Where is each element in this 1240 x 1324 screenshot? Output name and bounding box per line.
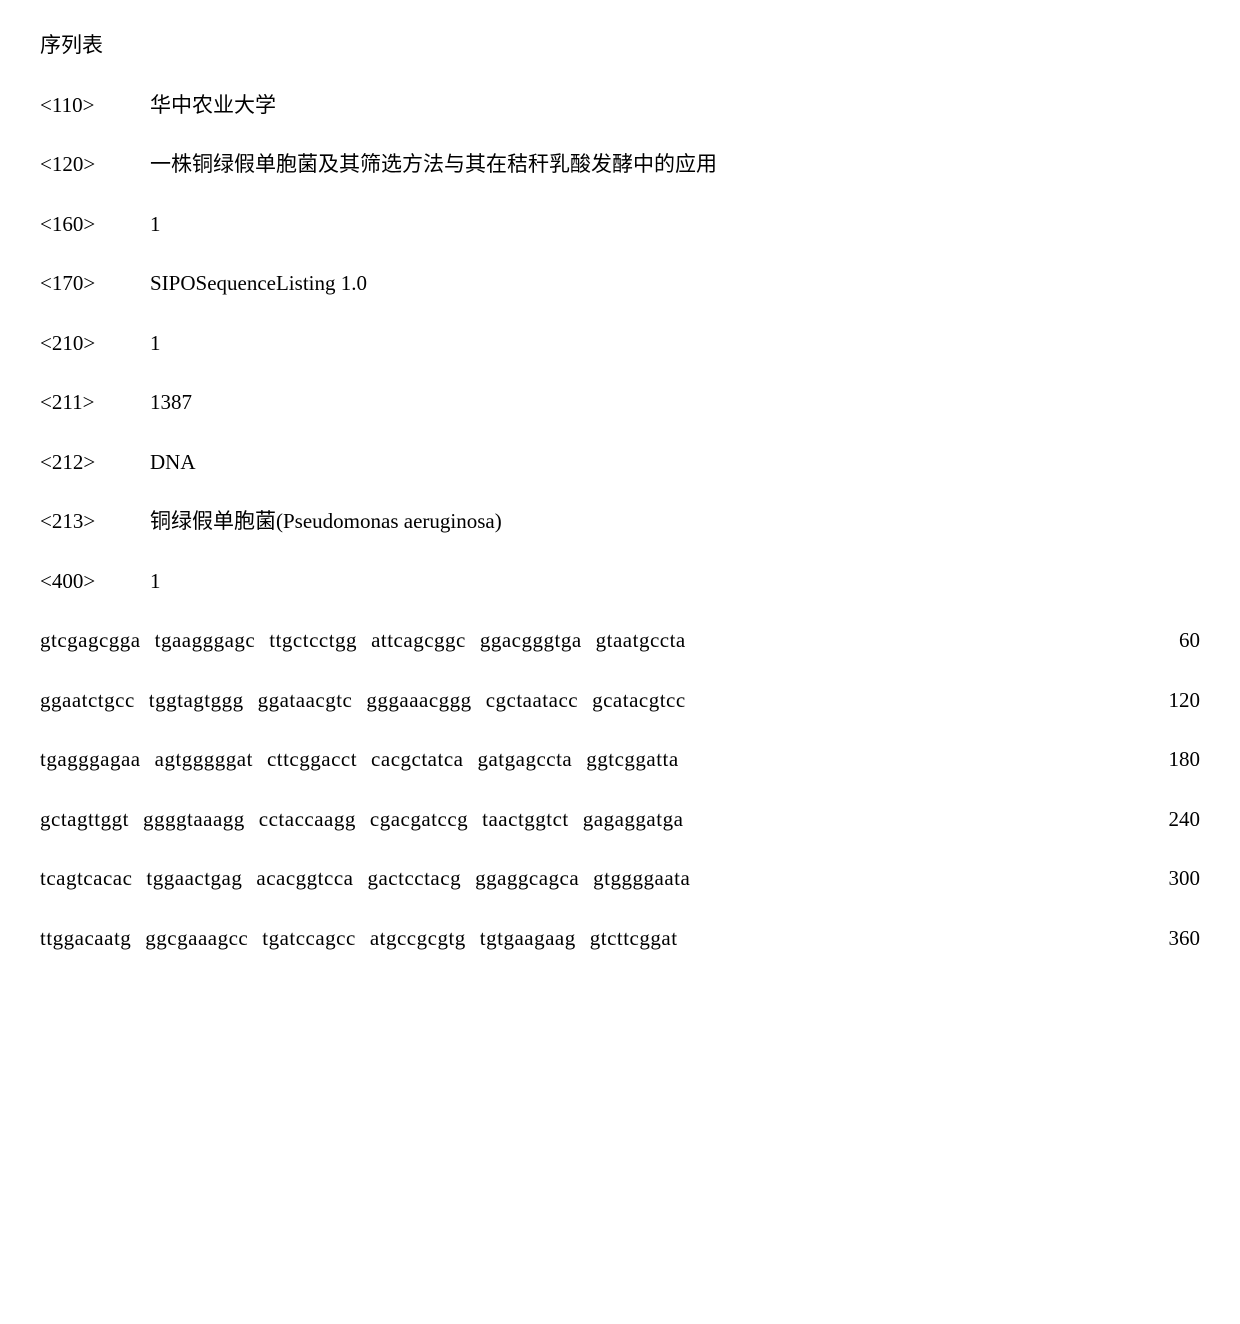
sequence-row: tcagtcacac tggaactgag acacggtcca gactcctacg…	[40, 863, 1200, 895]
header-value: 1387	[150, 387, 1200, 419]
sequence-position: 60	[1140, 625, 1200, 657]
sequence-listing-title: 序列表	[40, 30, 1200, 62]
sequence-row: tgagggagaa agtgggggat cttcggacct cacgctatca…	[40, 744, 1200, 776]
header-value: 1	[150, 566, 1200, 598]
sequence-block: cacgctatca	[371, 744, 463, 776]
sequence-block: gtcttcggat	[590, 923, 678, 955]
sequence-section: gtcgagcgga tgaagggagc ttgctcctgg attcagcggc…	[40, 625, 1200, 954]
sequence-block: tgatccagcc	[262, 923, 356, 955]
sequence-block: tgtgaagaag	[480, 923, 576, 955]
organism-name-latin: (Pseudomonas aeruginosa)	[276, 509, 502, 533]
header-value: 华中农业大学	[150, 90, 1200, 122]
sequence-block: gagaggatga	[583, 804, 684, 836]
sequence-block: gatgagccta	[477, 744, 572, 776]
sequence-block: cgacgatccg	[370, 804, 468, 836]
sequence-block: gtaatgccta	[596, 625, 686, 657]
header-row: <212>DNA	[40, 447, 1200, 479]
header-value: 1	[150, 328, 1200, 360]
header-row: <170>SIPOSequenceListing 1.0	[40, 268, 1200, 300]
sequence-blocks: tgagggagaa agtgggggat cttcggacct cacgctatca…	[40, 744, 679, 776]
sequence-block: acacggtcca	[256, 863, 353, 895]
header-value: 一株铜绿假单胞菌及其筛选方法与其在秸秆乳酸发酵中的应用	[150, 149, 1200, 181]
sequence-row: gtcgagcgga tgaagggagc ttgctcctgg attcagcggc…	[40, 625, 1200, 657]
sequence-block: cgctaatacc	[486, 685, 578, 717]
sequence-block: tgagggagaa	[40, 744, 141, 776]
sequence-block: attcagcggc	[371, 625, 466, 657]
header-tag: <400>	[40, 566, 150, 598]
sequence-block: gactcctacg	[367, 863, 461, 895]
sequence-block: ggcgaaagcc	[145, 923, 248, 955]
sequence-block: ggaggcagca	[475, 863, 579, 895]
header-tag: <210>	[40, 328, 150, 360]
header-tag: <211>	[40, 387, 150, 419]
header-row: <210>1	[40, 328, 1200, 360]
sequence-block: tgaagggagc	[155, 625, 256, 657]
header-row: <160>1	[40, 209, 1200, 241]
organism-name-cn: 铜绿假单胞菌	[150, 509, 276, 533]
header-row: <120>一株铜绿假单胞菌及其筛选方法与其在秸秆乳酸发酵中的应用	[40, 149, 1200, 181]
header-tag: <212>	[40, 447, 150, 479]
sequence-block: gggaaacggg	[366, 685, 471, 717]
sequence-block: ggggtaaagg	[143, 804, 245, 836]
sequence-position: 360	[1140, 923, 1200, 955]
sequence-block: ggtcggatta	[586, 744, 678, 776]
sequence-block: tcagtcacac	[40, 863, 132, 895]
sequence-block: tggtagtggg	[149, 685, 244, 717]
sequence-row: gctagttggt ggggtaaagg cctaccaagg cgacgatccg…	[40, 804, 1200, 836]
sequence-blocks: ggaatctgcc tggtagtggg ggataacgtc gggaaacggg…	[40, 685, 686, 717]
sequence-block: taactggtct	[482, 804, 569, 836]
sequence-blocks: gtcgagcgga tgaagggagc ttgctcctgg attcagcggc…	[40, 625, 686, 657]
header-value: DNA	[150, 447, 1200, 479]
sequence-block: ggataacgtc	[258, 685, 353, 717]
sequence-block: cctaccaagg	[259, 804, 356, 836]
header-value: 1	[150, 209, 1200, 241]
header-tag: <170>	[40, 268, 150, 300]
sequence-position: 240	[1140, 804, 1200, 836]
header-value: SIPOSequenceListing 1.0	[150, 268, 1200, 300]
sequence-block: tggaactgag	[146, 863, 242, 895]
sequence-block: gctagttggt	[40, 804, 129, 836]
header-section: <110>华中农业大学<120>一株铜绿假单胞菌及其筛选方法与其在秸秆乳酸发酵中…	[40, 90, 1200, 598]
sequence-block: gtcgagcgga	[40, 625, 141, 657]
header-tag: <110>	[40, 90, 150, 122]
sequence-block: gtggggaata	[593, 863, 690, 895]
sequence-block: ggacgggtga	[480, 625, 582, 657]
header-tag: <160>	[40, 209, 150, 241]
sequence-block: gcatacgtcc	[592, 685, 686, 717]
header-row: <213>铜绿假单胞菌(Pseudomonas aeruginosa)	[40, 506, 1200, 538]
sequence-block: cttcggacct	[267, 744, 357, 776]
sequence-blocks: tcagtcacac tggaactgag acacggtcca gactcctacg…	[40, 863, 690, 895]
sequence-block: agtgggggat	[155, 744, 253, 776]
header-row: <211>1387	[40, 387, 1200, 419]
sequence-position: 300	[1140, 863, 1200, 895]
sequence-row: ttggacaatg ggcgaaagcc tgatccagcc atgccgcgtg…	[40, 923, 1200, 955]
sequence-position: 120	[1140, 685, 1200, 717]
header-row: <400>1	[40, 566, 1200, 598]
header-row: <110>华中农业大学	[40, 90, 1200, 122]
header-tag: <213>	[40, 506, 150, 538]
sequence-block: ggaatctgcc	[40, 685, 135, 717]
sequence-block: atgccgcgtg	[370, 923, 466, 955]
sequence-blocks: gctagttggt ggggtaaagg cctaccaagg cgacgatccg…	[40, 804, 683, 836]
sequence-blocks: ttggacaatg ggcgaaagcc tgatccagcc atgccgcgtg…	[40, 923, 678, 955]
sequence-block: ttgctcctgg	[269, 625, 357, 657]
sequence-block: ttggacaatg	[40, 923, 131, 955]
header-value: 铜绿假单胞菌(Pseudomonas aeruginosa)	[150, 506, 1200, 538]
sequence-row: ggaatctgcc tggtagtggg ggataacgtc gggaaacggg…	[40, 685, 1200, 717]
header-tag: <120>	[40, 149, 150, 181]
sequence-position: 180	[1140, 744, 1200, 776]
